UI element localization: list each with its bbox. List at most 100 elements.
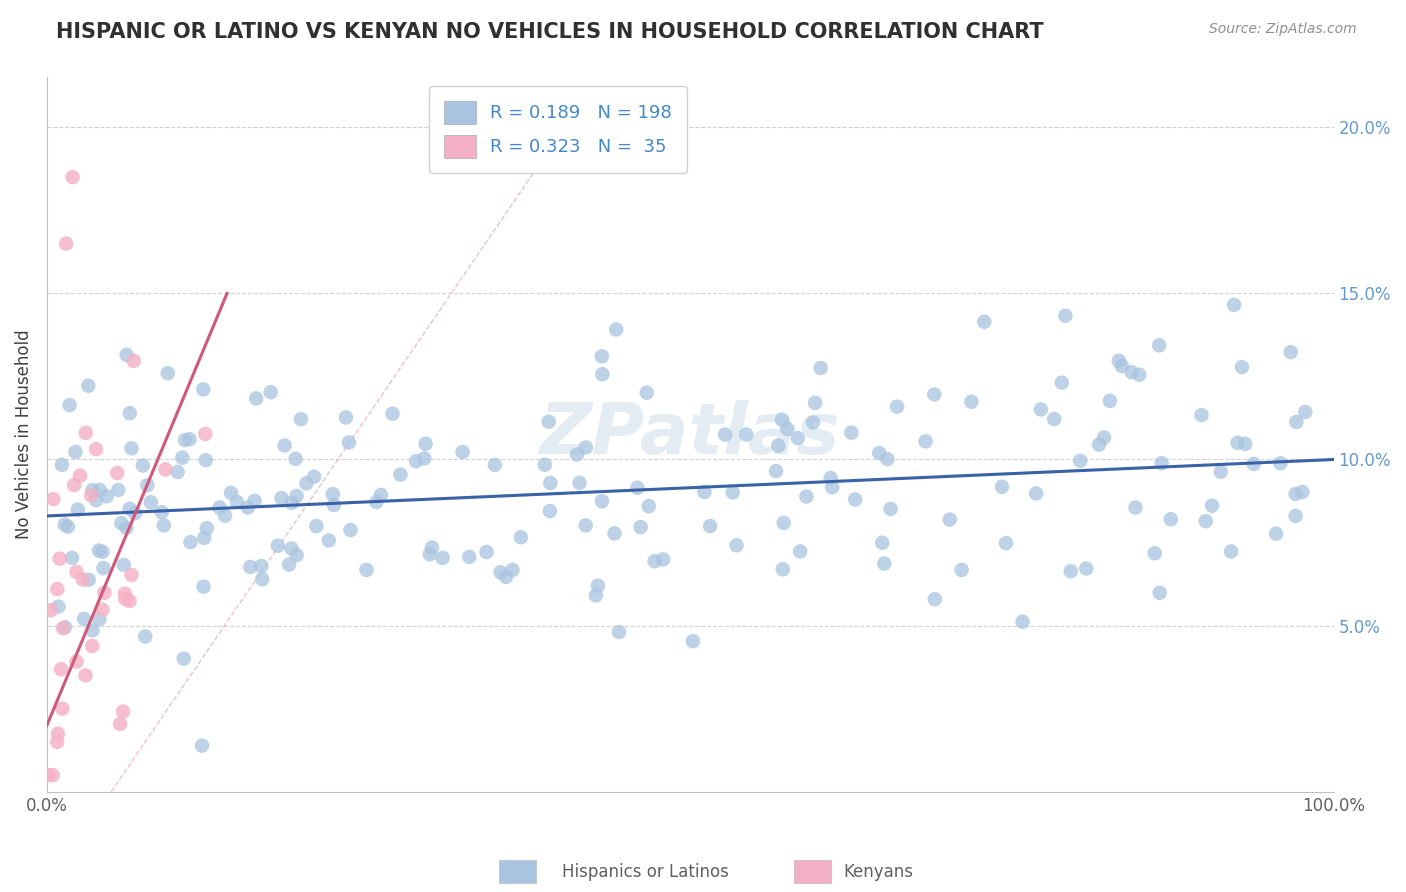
- Point: [1209, 465, 1232, 479]
- Point: [82, 624, 104, 638]
- Point: [51, 458, 73, 472]
- Point: [89, 483, 111, 497]
- Point: [586, 579, 609, 593]
- Point: [250, 559, 273, 574]
- Point: [219, 486, 242, 500]
- Point: [644, 554, 666, 568]
- Point: [91, 602, 114, 616]
- Point: [789, 544, 811, 558]
- Point: [415, 436, 437, 450]
- Point: [630, 520, 652, 534]
- Point: [821, 480, 844, 494]
- Point: [239, 560, 262, 574]
- Point: [115, 348, 138, 362]
- Point: [366, 495, 388, 509]
- Point: [194, 453, 217, 467]
- Point: [105, 466, 128, 480]
- Point: [603, 526, 626, 541]
- Point: [118, 501, 141, 516]
- Point: [804, 396, 827, 410]
- Point: [302, 469, 325, 483]
- Point: [260, 385, 283, 400]
- Point: [1223, 298, 1246, 312]
- Point: [1060, 564, 1083, 578]
- Point: [195, 521, 218, 535]
- Point: [585, 588, 607, 602]
- Point: [118, 406, 141, 420]
- Point: [820, 471, 842, 485]
- Point: [1201, 499, 1223, 513]
- Point: [1160, 512, 1182, 526]
- Point: [174, 433, 197, 447]
- Point: [1121, 365, 1143, 379]
- Point: [1098, 393, 1121, 408]
- Point: [1150, 456, 1173, 470]
- Point: [381, 407, 404, 421]
- Point: [63, 478, 86, 492]
- Point: [65, 565, 87, 579]
- Point: [1226, 435, 1249, 450]
- Point: [591, 494, 613, 508]
- Text: HISPANIC OR LATINO VS KENYAN NO VEHICLES IN HOUSEHOLD CORRELATION CHART: HISPANIC OR LATINO VS KENYAN NO VEHICLES…: [56, 22, 1043, 42]
- Point: [305, 519, 328, 533]
- Point: [87, 543, 110, 558]
- Point: [575, 518, 598, 533]
- Point: [652, 552, 675, 566]
- Point: [112, 705, 135, 719]
- Point: [420, 541, 443, 555]
- Point: [179, 535, 201, 549]
- Point: [873, 557, 896, 571]
- Point: [844, 492, 866, 507]
- Point: [51, 701, 73, 715]
- Point: [568, 475, 591, 490]
- Point: [950, 563, 973, 577]
- Point: [1069, 454, 1091, 468]
- Point: [1149, 586, 1171, 600]
- Point: [605, 322, 627, 336]
- Point: [48, 599, 70, 614]
- Point: [93, 561, 115, 575]
- Point: [270, 491, 292, 505]
- Point: [267, 539, 290, 553]
- Point: [226, 495, 249, 509]
- Point: [139, 495, 162, 509]
- Point: [295, 476, 318, 491]
- Point: [501, 563, 523, 577]
- Point: [960, 394, 983, 409]
- Point: [1108, 353, 1130, 368]
- Y-axis label: No Vehicles in Household: No Vehicles in Household: [15, 330, 32, 540]
- Point: [53, 517, 76, 532]
- Point: [370, 488, 392, 502]
- Point: [607, 625, 630, 640]
- Point: [1291, 484, 1313, 499]
- Point: [72, 573, 94, 587]
- Point: [1043, 412, 1066, 426]
- Point: [475, 545, 498, 559]
- Point: [152, 518, 174, 533]
- Point: [41, 768, 63, 782]
- Point: [1011, 615, 1033, 629]
- Point: [1234, 437, 1257, 451]
- Point: [405, 454, 427, 468]
- Point: [1270, 456, 1292, 470]
- Point: [786, 431, 808, 445]
- Point: [924, 387, 946, 401]
- Point: [273, 438, 295, 452]
- Point: [1285, 487, 1308, 501]
- Text: Kenyans: Kenyans: [844, 863, 914, 881]
- Point: [419, 547, 441, 561]
- Point: [75, 425, 97, 440]
- Point: [1284, 508, 1306, 523]
- Point: [1025, 486, 1047, 500]
- Point: [156, 366, 179, 380]
- Point: [796, 490, 818, 504]
- Point: [1195, 514, 1218, 528]
- Point: [924, 592, 946, 607]
- Point: [194, 427, 217, 442]
- Point: [323, 498, 346, 512]
- Point: [236, 500, 259, 515]
- Point: [93, 586, 115, 600]
- Point: [1285, 415, 1308, 429]
- Point: [56, 519, 79, 533]
- Point: [284, 451, 307, 466]
